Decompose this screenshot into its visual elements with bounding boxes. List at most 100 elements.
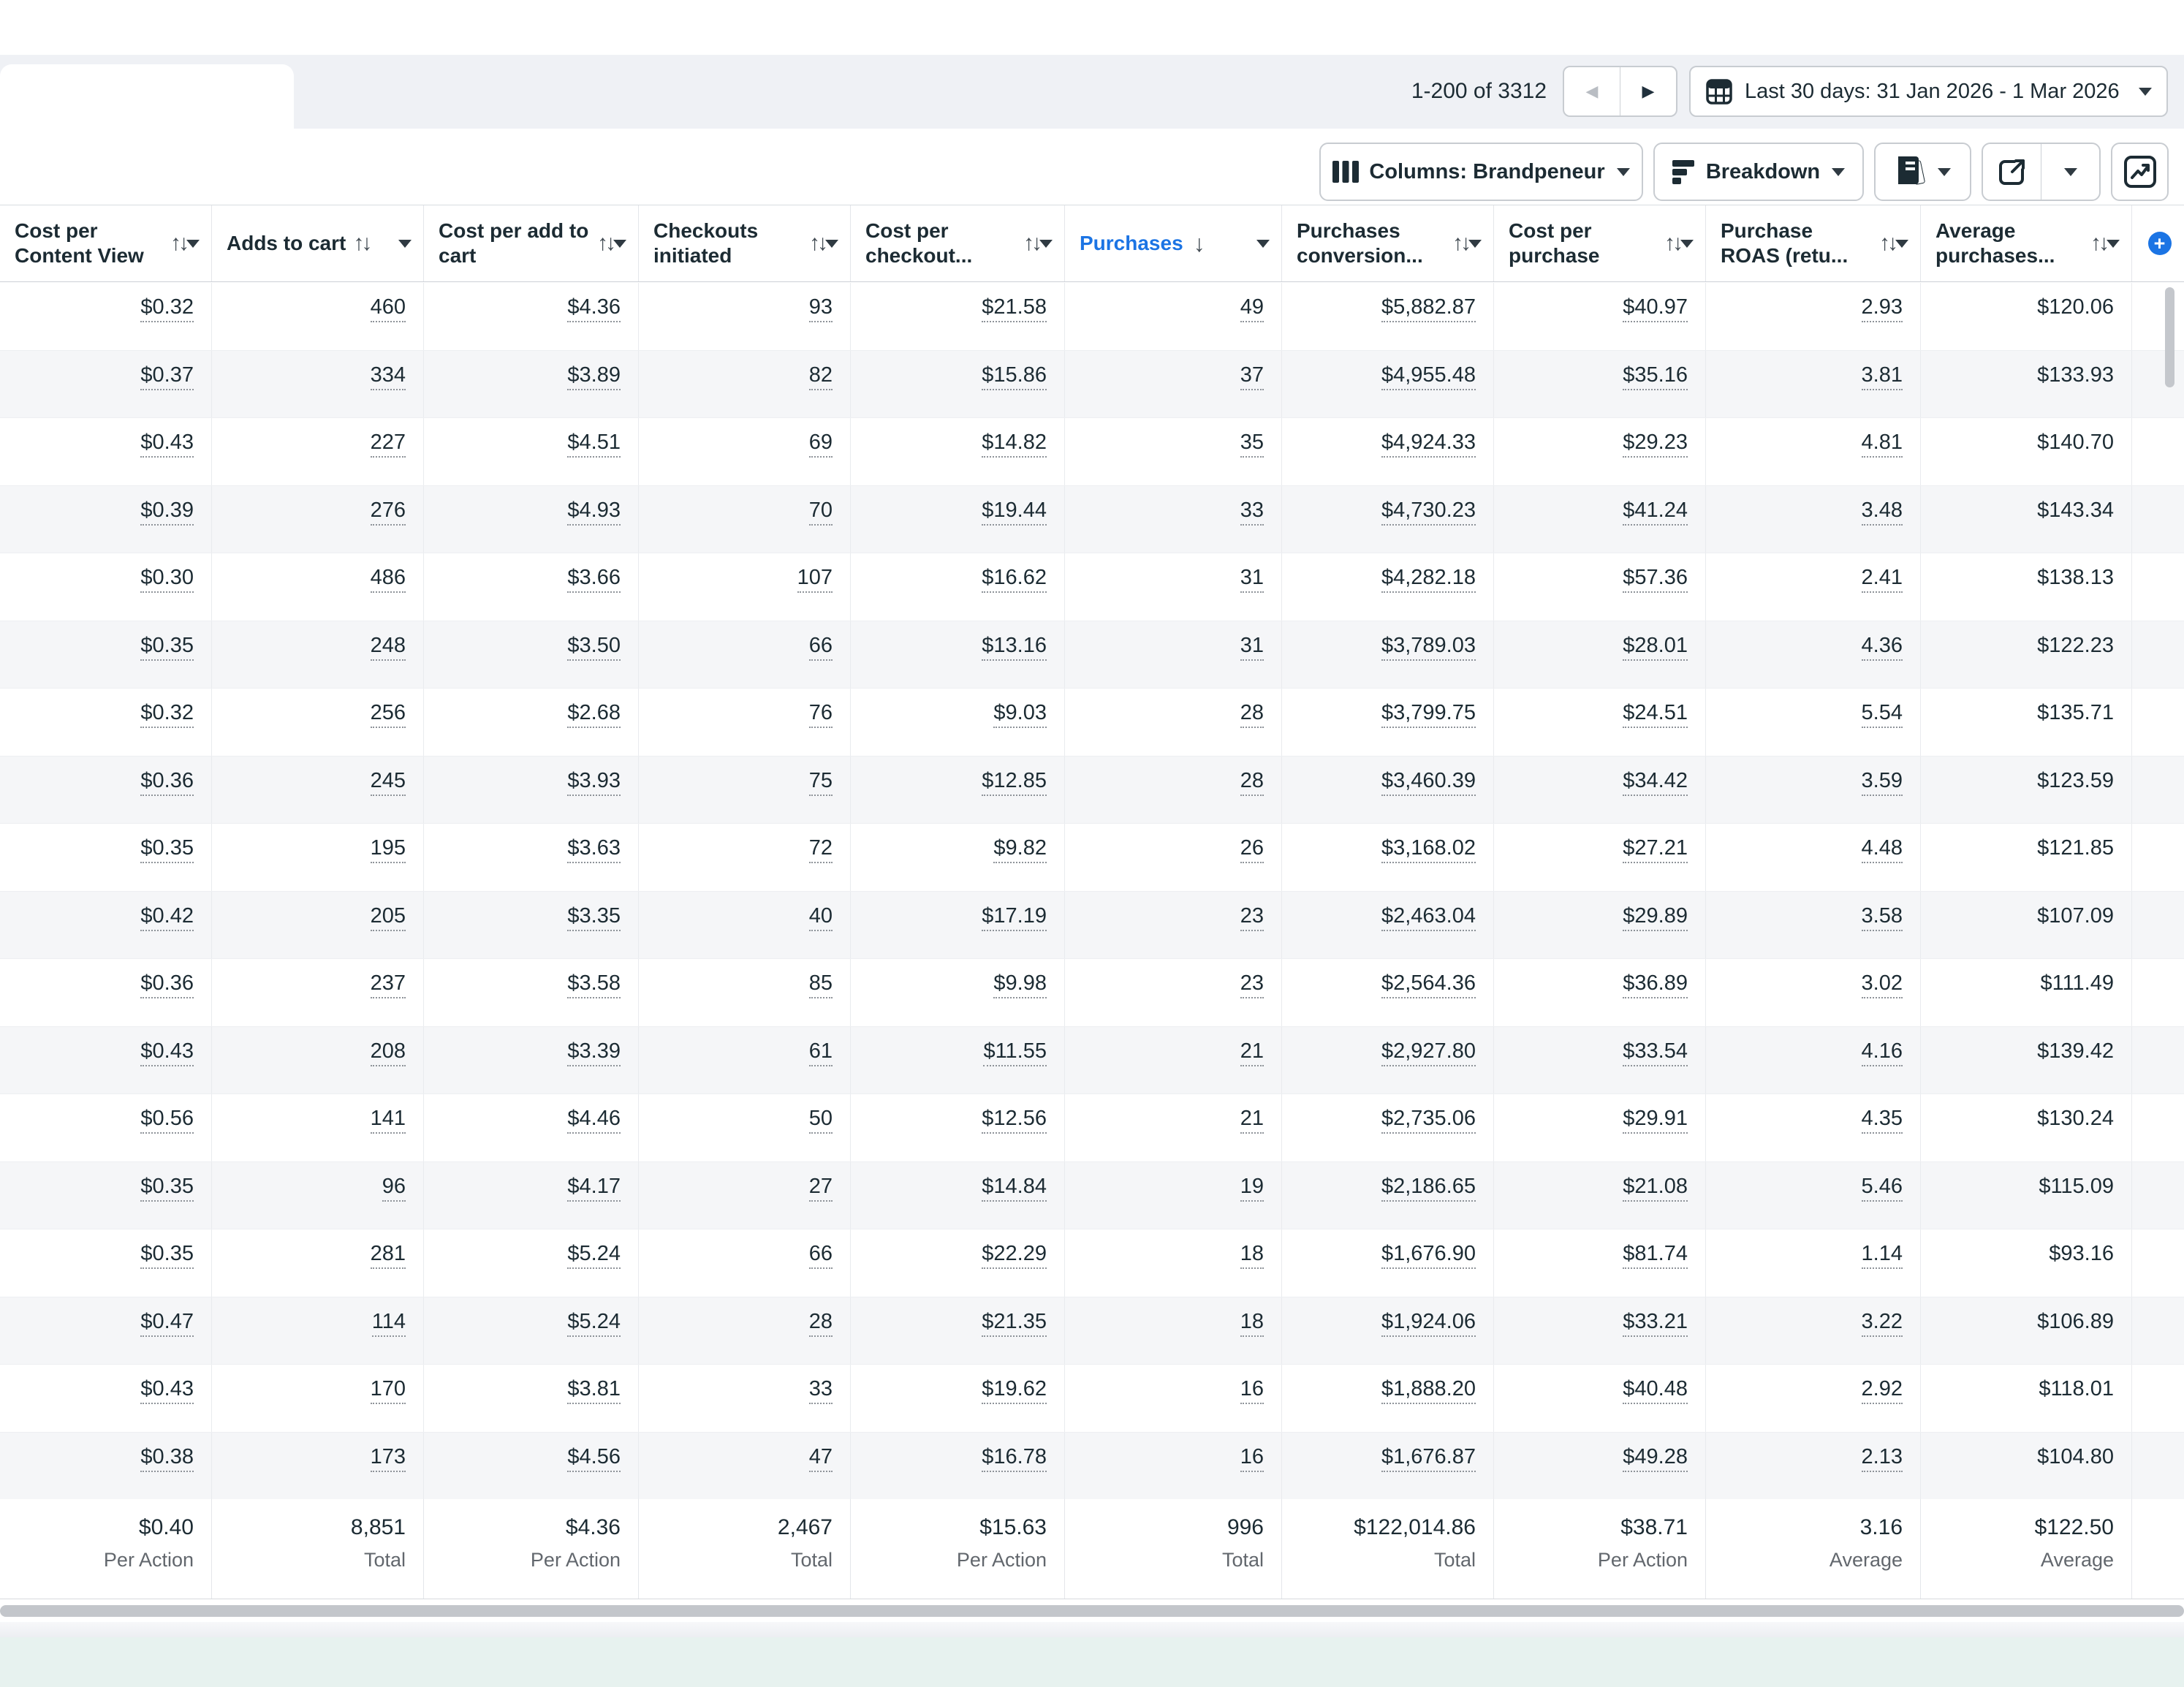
cell-purchases-conversion[interactable]: $1,888.20 [1282, 1365, 1494, 1432]
cell-average-purchases[interactable]: $104.80 [1921, 1432, 2132, 1499]
cell-checkouts-initiated[interactable]: 93 [639, 283, 851, 350]
cell-purchases[interactable]: 35 [1065, 418, 1282, 485]
chevron-down-icon[interactable] [825, 239, 838, 248]
cell-purchases[interactable]: 23 [1065, 959, 1282, 1026]
cell-purchases-conversion[interactable]: $2,463.04 [1282, 891, 1494, 958]
export-options-button[interactable] [2041, 144, 2099, 200]
date-range-button[interactable]: Last 30 days: 31 Jan 2026 - 1 Mar 2026 [1689, 66, 2168, 117]
cell-purchases-conversion[interactable]: $3,799.75 [1282, 689, 1494, 756]
cell-purchases[interactable]: 31 [1065, 553, 1282, 621]
cell-purchases[interactable]: 31 [1065, 621, 1282, 688]
cell-average-purchases[interactable]: $115.09 [1921, 1161, 2132, 1229]
cell-cost-per-content-view[interactable]: $0.30 [0, 553, 212, 621]
cell-purchases-conversion[interactable]: $3,789.03 [1282, 621, 1494, 688]
column-header-purchases[interactable]: Purchases ↓ [1065, 205, 1282, 281]
cell-cost-per-purchase[interactable]: $40.97 [1494, 283, 1706, 350]
cell-average-purchases[interactable]: $143.34 [1921, 485, 2132, 553]
cell-purchases-conversion[interactable]: $4,730.23 [1282, 485, 1494, 553]
cell-cost-per-add-to-cart[interactable]: $3.35 [424, 891, 639, 958]
cell-cost-per-add-to-cart[interactable]: $4.46 [424, 1094, 639, 1161]
cell-cost-per-add-to-cart[interactable]: $2.68 [424, 689, 639, 756]
column-header-adds-to-cart[interactable]: Adds to cart ↑↓ [212, 205, 424, 281]
cell-purchases-conversion[interactable]: $1,676.90 [1282, 1229, 1494, 1297]
cell-purchase-roas-retu[interactable]: 2.92 [1706, 1365, 1921, 1432]
cell-purchases-conversion[interactable]: $3,460.39 [1282, 756, 1494, 823]
cell-cost-per-purchase[interactable]: $33.21 [1494, 1297, 1706, 1364]
cell-purchase-roas-retu[interactable]: 2.13 [1706, 1432, 1921, 1499]
active-tab[interactable] [0, 64, 294, 129]
cell-cost-per-purchase[interactable]: $40.48 [1494, 1365, 1706, 1432]
cell-purchases[interactable]: 18 [1065, 1229, 1282, 1297]
cell-average-purchases[interactable]: $122.23 [1921, 621, 2132, 688]
cell-average-purchases[interactable]: $111.49 [1921, 959, 2132, 1026]
cell-cost-per-purchase[interactable]: $34.42 [1494, 756, 1706, 823]
cell-cost-per-content-view[interactable]: $0.38 [0, 1432, 212, 1499]
columns-button[interactable]: Columns: Brandpeneur [1319, 143, 1643, 201]
cell-adds-to-cart[interactable]: 334 [212, 350, 424, 417]
cell-cost-per-purchase[interactable]: $36.89 [1494, 959, 1706, 1026]
export-button[interactable] [1983, 144, 2041, 200]
cell-cost-per-add-to-cart[interactable]: $5.24 [424, 1229, 639, 1297]
cell-purchase-roas-retu[interactable]: 3.81 [1706, 350, 1921, 417]
chevron-down-icon[interactable] [1680, 239, 1694, 248]
cell-purchases-conversion[interactable]: $2,564.36 [1282, 959, 1494, 1026]
cell-cost-per-add-to-cart[interactable]: $3.93 [424, 756, 639, 823]
cell-cost-per-content-view[interactable]: $0.39 [0, 485, 212, 553]
cell-cost-per-add-to-cart[interactable]: $3.63 [424, 824, 639, 891]
cell-adds-to-cart[interactable]: 276 [212, 485, 424, 553]
cell-checkouts-initiated[interactable]: 85 [639, 959, 851, 1026]
cell-purchases-conversion[interactable]: $2,927.80 [1282, 1026, 1494, 1093]
cell-cost-per-add-to-cart[interactable]: $4.93 [424, 485, 639, 553]
cell-average-purchases[interactable]: $140.70 [1921, 418, 2132, 485]
breakdown-button[interactable]: Breakdown [1653, 143, 1864, 201]
cell-cost-per-checkout[interactable]: $9.98 [851, 959, 1065, 1026]
cell-purchases[interactable]: 21 [1065, 1026, 1282, 1093]
cell-cost-per-content-view[interactable]: $0.43 [0, 418, 212, 485]
cell-cost-per-checkout[interactable]: $17.19 [851, 891, 1065, 958]
cell-adds-to-cart[interactable]: 141 [212, 1094, 424, 1161]
cell-cost-per-content-view[interactable]: $0.43 [0, 1365, 212, 1432]
cell-average-purchases[interactable]: $121.85 [1921, 824, 2132, 891]
add-column-button[interactable]: + [2147, 232, 2172, 255]
cell-purchases-conversion[interactable]: $1,676.87 [1282, 1432, 1494, 1499]
cell-checkouts-initiated[interactable]: 75 [639, 756, 851, 823]
cell-checkouts-initiated[interactable]: 69 [639, 418, 851, 485]
cell-adds-to-cart[interactable]: 96 [212, 1161, 424, 1229]
cell-purchase-roas-retu[interactable]: 4.16 [1706, 1026, 1921, 1093]
cell-cost-per-checkout[interactable]: $13.16 [851, 621, 1065, 688]
cell-cost-per-purchase[interactable]: $81.74 [1494, 1229, 1706, 1297]
cell-cost-per-add-to-cart[interactable]: $3.50 [424, 621, 639, 688]
cell-adds-to-cart[interactable]: 173 [212, 1432, 424, 1499]
cell-cost-per-purchase[interactable]: $29.23 [1494, 418, 1706, 485]
chevron-down-icon[interactable] [613, 239, 626, 248]
cell-cost-per-checkout[interactable]: $15.86 [851, 350, 1065, 417]
cell-average-purchases[interactable]: $139.42 [1921, 1026, 2132, 1093]
cell-adds-to-cart[interactable]: 114 [212, 1297, 424, 1364]
cell-adds-to-cart[interactable]: 281 [212, 1229, 424, 1297]
cell-cost-per-checkout[interactable]: $16.78 [851, 1432, 1065, 1499]
cell-purchases[interactable]: 16 [1065, 1432, 1282, 1499]
cell-cost-per-content-view[interactable]: $0.36 [0, 959, 212, 1026]
cell-adds-to-cart[interactable]: 227 [212, 418, 424, 485]
cell-purchases[interactable]: 26 [1065, 824, 1282, 891]
cell-purchases[interactable]: 28 [1065, 689, 1282, 756]
cell-cost-per-add-to-cart[interactable]: $4.17 [424, 1161, 639, 1229]
chevron-down-icon[interactable] [186, 239, 200, 248]
cell-cost-per-add-to-cart[interactable]: $3.58 [424, 959, 639, 1026]
cell-cost-per-add-to-cart[interactable]: $4.51 [424, 418, 639, 485]
cell-cost-per-checkout[interactable]: $19.62 [851, 1365, 1065, 1432]
cell-cost-per-add-to-cart[interactable]: $4.36 [424, 283, 639, 350]
cell-cost-per-content-view[interactable]: $0.42 [0, 891, 212, 958]
cell-checkouts-initiated[interactable]: 27 [639, 1161, 851, 1229]
column-header-checkouts-initiated[interactable]: Checkouts initiated ↑↓ [639, 205, 851, 281]
chevron-down-icon[interactable] [1039, 239, 1053, 248]
cell-purchases-conversion[interactable]: $4,924.33 [1282, 418, 1494, 485]
cell-cost-per-content-view[interactable]: $0.36 [0, 756, 212, 823]
cell-cost-per-checkout[interactable]: $14.82 [851, 418, 1065, 485]
cell-cost-per-content-view[interactable]: $0.35 [0, 824, 212, 891]
cell-cost-per-add-to-cart[interactable]: $3.39 [424, 1026, 639, 1093]
cell-cost-per-purchase[interactable]: $28.01 [1494, 621, 1706, 688]
reports-button[interactable] [1874, 143, 1971, 201]
column-header-cost-per-checkout[interactable]: Cost per checkout... ↑↓ [851, 205, 1065, 281]
cell-purchases[interactable]: 18 [1065, 1297, 1282, 1364]
